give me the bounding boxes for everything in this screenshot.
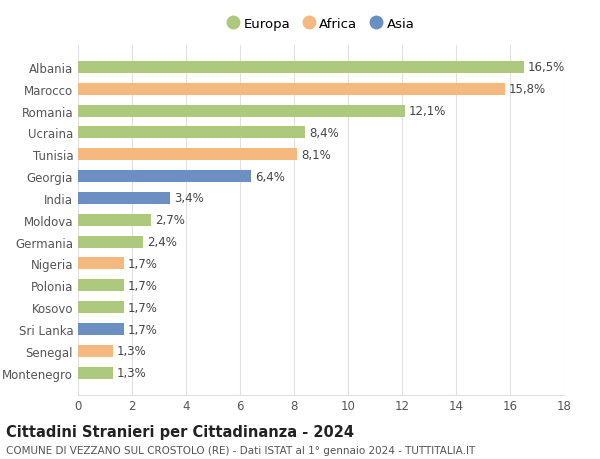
Bar	[78, 214, 151, 226]
Bar	[78, 171, 251, 183]
Text: 6,4%: 6,4%	[255, 170, 285, 183]
Bar	[78, 149, 296, 161]
Text: 3,4%: 3,4%	[174, 192, 203, 205]
Text: 15,8%: 15,8%	[509, 83, 546, 96]
Text: 8,1%: 8,1%	[301, 148, 331, 162]
Bar	[78, 127, 305, 139]
Text: 2,4%: 2,4%	[147, 235, 177, 249]
Text: 1,7%: 1,7%	[128, 301, 158, 314]
Bar	[78, 258, 124, 270]
Text: 2,7%: 2,7%	[155, 214, 185, 227]
Bar	[78, 345, 113, 357]
Text: 8,4%: 8,4%	[309, 127, 338, 140]
Text: 1,3%: 1,3%	[117, 345, 147, 358]
Text: 1,7%: 1,7%	[128, 257, 158, 270]
Bar	[78, 106, 404, 118]
Text: 16,5%: 16,5%	[527, 61, 565, 74]
Bar	[78, 236, 143, 248]
Text: 12,1%: 12,1%	[409, 105, 446, 118]
Bar	[78, 280, 124, 292]
Bar	[78, 323, 124, 335]
Bar	[78, 367, 113, 379]
Text: 1,7%: 1,7%	[128, 279, 158, 292]
Legend: Europa, Africa, Asia: Europa, Africa, Asia	[227, 17, 415, 31]
Bar	[78, 84, 505, 95]
Text: Cittadini Stranieri per Cittadinanza - 2024: Cittadini Stranieri per Cittadinanza - 2…	[6, 425, 354, 440]
Text: 1,7%: 1,7%	[128, 323, 158, 336]
Text: COMUNE DI VEZZANO SUL CROSTOLO (RE) - Dati ISTAT al 1° gennaio 2024 - TUTTITALIA: COMUNE DI VEZZANO SUL CROSTOLO (RE) - Da…	[6, 445, 475, 455]
Bar	[78, 62, 523, 74]
Bar	[78, 192, 170, 205]
Bar	[78, 302, 124, 313]
Text: 1,3%: 1,3%	[117, 366, 147, 380]
